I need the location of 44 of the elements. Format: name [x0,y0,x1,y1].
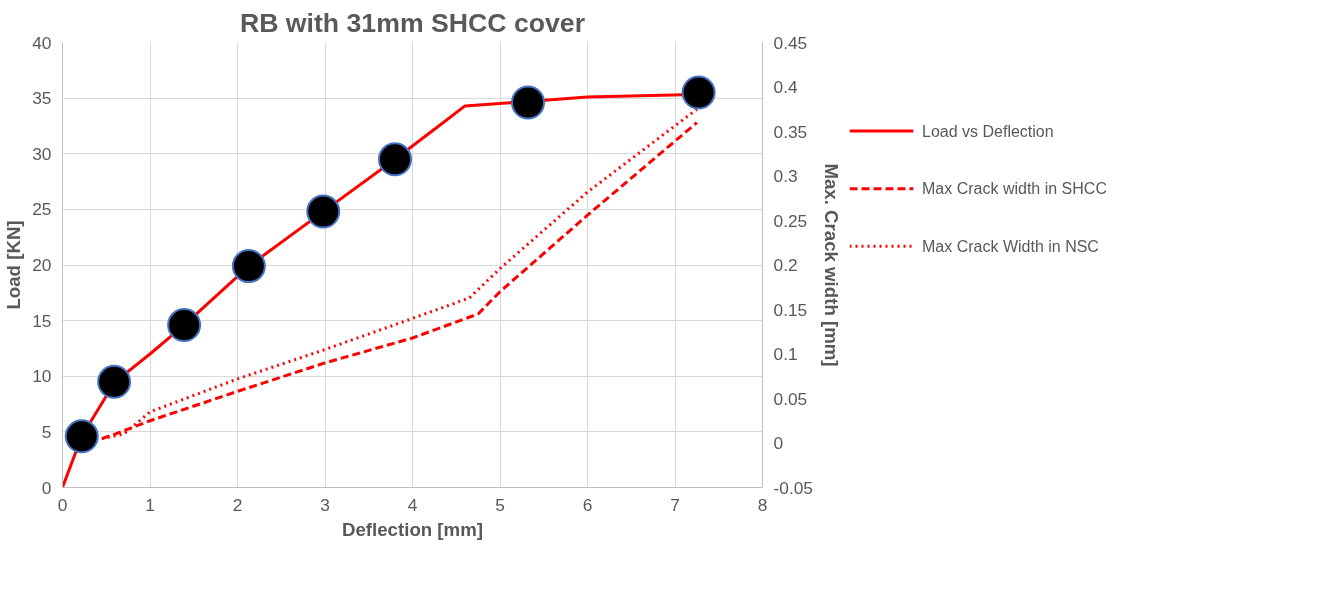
y2-tick-label: 0.4 [773,77,798,97]
x-tick-label: 3 [320,494,330,515]
x-tick-label: 0 [57,494,68,515]
x-tick-label: 2 [232,494,243,515]
y-tick-label: 20 [32,255,52,275]
y-tick-label: 25 [32,199,52,220]
y2-tick-label: 0.35 [773,121,808,142]
y-tick-label: 40 [32,32,52,53]
y2-tick-label: -0.05 [773,477,813,498]
x-tick-label: 5 [495,494,505,515]
y-tick-label: 15 [32,310,52,331]
legend-label: Load vs Deflection [922,122,1054,140]
y-tick-label: 35 [32,88,52,109]
chart-title: RB with 31mm SHCC cover [239,7,586,38]
x-tick-label: 8 [757,494,768,515]
point [97,364,132,399]
x-tick-label: 4 [407,494,418,515]
y2-tick-label: 0.15 [773,299,808,320]
point [378,142,412,177]
point [167,308,202,343]
y-tick-label: 5 [41,421,52,442]
y-tick-label: 10 [32,366,52,387]
y-axis-title: Load [KN] [3,220,25,310]
point [511,85,545,120]
y2-axis-title: Max. Crack width [mm] [821,163,842,367]
y2-tick-label: 0.3 [773,166,798,186]
y2-tick-label: 0.1 [773,344,798,364]
y2-tick-label: 0.45 [773,32,808,53]
legend-label: Max Crack Width in NSC [922,237,1099,255]
y2-tick-label: 0.05 [773,388,808,409]
y2-tick-label: 0 [773,433,784,453]
y-tick-label: 0 [41,477,52,498]
x-axis-title: Deflection [mm] [342,518,483,540]
point [306,194,341,229]
legend-label: Max Crack width in SHCC [922,180,1107,198]
x-tick-label: 1 [145,494,155,515]
y2-tick-label: 0.2 [773,255,798,275]
y-tick-label: 30 [32,143,52,164]
y2-tick-label: 0.25 [773,210,808,231]
point [681,75,716,110]
point [64,419,99,454]
x-tick-label: 7 [670,494,680,515]
point [231,249,266,284]
x-tick-label: 6 [582,494,593,515]
